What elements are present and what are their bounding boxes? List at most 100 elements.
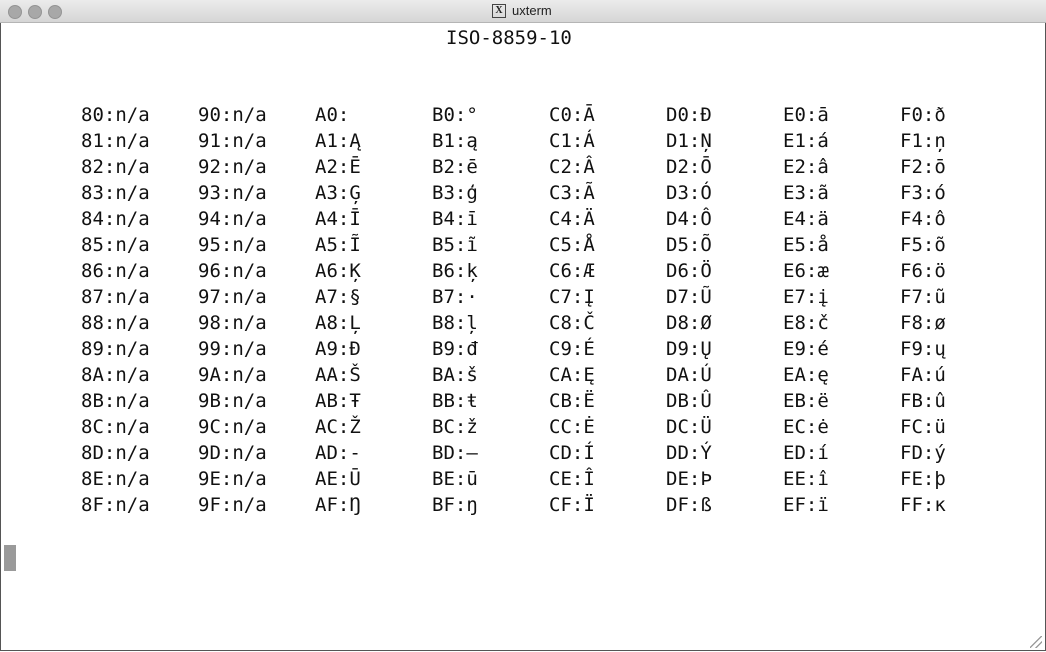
zoom-button[interactable] [48, 5, 62, 19]
code-entry: DF:ß [666, 494, 712, 516]
code-entry: B1:ą [432, 130, 478, 152]
code-entry: C2:Â [549, 156, 595, 178]
code-entry: 84:n/a [81, 208, 150, 230]
app-icon: X [492, 4, 506, 18]
code-entry: D4:Ô [666, 208, 712, 230]
code-entry: 90:n/a [198, 104, 267, 126]
code-entry: F5:õ [900, 234, 946, 256]
code-entry: BB:ŧ [432, 390, 478, 412]
code-entry: 86:n/a [81, 260, 150, 282]
code-entry: AE:Ū [315, 468, 361, 490]
code-entry: E2:â [783, 156, 829, 178]
code-entry: DC:Ü [666, 416, 712, 438]
code-entry: C0:Ā [549, 104, 595, 126]
code-entry: 99:n/a [198, 338, 267, 360]
window-title: uxterm [512, 3, 552, 18]
heading: ISO-8859-10 [446, 27, 572, 49]
code-entry: E1:á [783, 130, 829, 152]
code-entry: FF:ĸ [900, 494, 946, 516]
code-entry: CD:Í [549, 442, 595, 464]
code-entry: B6:ķ [432, 260, 478, 282]
code-entry: EF:ï [783, 494, 829, 516]
code-entry: 95:n/a [198, 234, 267, 256]
close-button[interactable] [8, 5, 22, 19]
code-entry: 8F:n/a [81, 494, 150, 516]
code-entry: B9:đ [432, 338, 478, 360]
code-entry: A4:Ī [315, 208, 361, 230]
code-entry: EC:ė [783, 416, 829, 438]
code-entry: 9E:n/a [198, 468, 267, 490]
code-entry: C9:É [549, 338, 595, 360]
code-entry: A9:Đ [315, 338, 361, 360]
code-entry: E7:į [783, 286, 829, 308]
code-entry: A5:Ĩ [315, 234, 361, 256]
code-entry: C7:Į [549, 286, 595, 308]
code-entry: F2:ō [900, 156, 946, 178]
code-entry: D9:Ų [666, 338, 712, 360]
code-entry: EA:ę [783, 364, 829, 386]
code-entry: A1:Ą [315, 130, 361, 152]
code-entry: 98:n/a [198, 312, 267, 334]
minimize-button[interactable] [28, 5, 42, 19]
code-entry: FC:ü [900, 416, 946, 438]
code-entry: B5:ĩ [432, 234, 478, 256]
code-entry: C4:Ä [549, 208, 595, 230]
code-entry: B2:ē [432, 156, 478, 178]
code-entry: A8:Ļ [315, 312, 361, 334]
code-entry: AC:Ž [315, 416, 361, 438]
code-entry: C1:Á [549, 130, 595, 152]
code-entry: E0:ā [783, 104, 829, 126]
code-entry: BD:― [432, 442, 478, 464]
code-entry: 9B:n/a [198, 390, 267, 412]
code-entry: D7:Ũ [666, 286, 712, 308]
code-entry: CE:Î [549, 468, 595, 490]
code-entry: D6:Ö [666, 260, 712, 282]
code-entry: 9D:n/a [198, 442, 267, 464]
code-entry: C8:Č [549, 312, 595, 334]
code-entry: CF:Ï [549, 494, 595, 516]
code-entry: B4:ī [432, 208, 478, 230]
code-entry: F8:ø [900, 312, 946, 334]
code-entry: B0:° [432, 104, 478, 126]
code-entry: 89:n/a [81, 338, 150, 360]
code-entry: 8B:n/a [81, 390, 150, 412]
code-entry: 88:n/a [81, 312, 150, 334]
code-entry: 87:n/a [81, 286, 150, 308]
code-entry: 96:n/a [198, 260, 267, 282]
code-entry: 93:n/a [198, 182, 267, 204]
code-entry: E3:ã [783, 182, 829, 204]
code-entry: D2:Ō [666, 156, 712, 178]
code-entry: E6:æ [783, 260, 829, 282]
code-entry: CB:Ë [549, 390, 595, 412]
code-entry: F1:ņ [900, 130, 946, 152]
resize-grip[interactable] [1030, 636, 1042, 648]
code-entry: C3:Ã [549, 182, 595, 204]
code-entry: DB:Û [666, 390, 712, 412]
code-entry: A3:Ģ [315, 182, 361, 204]
code-entry: A2:Ē [315, 156, 361, 178]
code-entry: A0: [315, 104, 361, 126]
code-entry: 8C:n/a [81, 416, 150, 438]
code-entry: CA:Ę [549, 364, 595, 386]
code-entry: 8D:n/a [81, 442, 150, 464]
code-entry: EB:ë [783, 390, 829, 412]
code-entry: AD:- [315, 442, 361, 464]
code-entry: 92:n/a [198, 156, 267, 178]
code-entry: A7:§ [315, 286, 361, 308]
code-entry: ED:í [783, 442, 829, 464]
code-entry: BE:ū [432, 468, 478, 490]
code-entry: A6:Ķ [315, 260, 361, 282]
code-entry: FD:ý [900, 442, 946, 464]
code-entry: 82:n/a [81, 156, 150, 178]
code-entry: C6:Æ [549, 260, 595, 282]
code-entry: BF:ŋ [432, 494, 478, 516]
code-entry: F0:ð [900, 104, 946, 126]
terminal[interactable] [0, 23, 1046, 651]
code-entry: AA:Š [315, 364, 361, 386]
code-entry: F6:ö [900, 260, 946, 282]
code-entry: F7:ũ [900, 286, 946, 308]
code-entry: D1:Ņ [666, 130, 712, 152]
code-entry: 9C:n/a [198, 416, 267, 438]
code-entry: 81:n/a [81, 130, 150, 152]
